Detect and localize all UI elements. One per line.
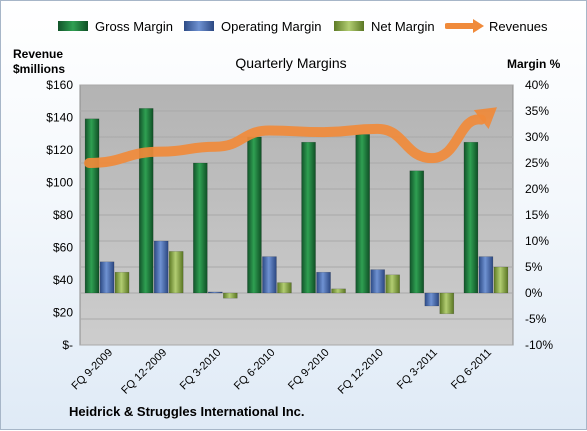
operating-margin-bar: [370, 269, 385, 294]
legend-revenues-arrow-icon: [445, 19, 484, 33]
right-axis-ticks: -10% -5% 0% 5% 10% 15% 20% 25% 30% 35% 40%: [525, 78, 553, 352]
right-tick-label: 5%: [525, 260, 543, 274]
legend-revenues-label: Revenues: [489, 18, 548, 34]
gross-margin-bar: [84, 118, 100, 294]
left-tick-label: $60: [53, 241, 73, 255]
right-tick-label: 15%: [525, 208, 549, 222]
left-axis-title-line1: Revenue: [13, 47, 64, 61]
legend-revenues: Revenues: [445, 17, 548, 35]
net-margin-bar: [168, 251, 184, 294]
operating-margin-bar: [262, 256, 277, 294]
net-margin-bar: [331, 288, 346, 294]
legend-gross-margin-swatch: [58, 21, 88, 31]
left-tick-label: $100: [46, 176, 73, 190]
category-label: FQ 3-2011: [395, 347, 440, 392]
right-tick-label: -10%: [525, 338, 553, 352]
legend-operating-margin-swatch: [184, 21, 214, 31]
left-tick-label: $40: [53, 273, 73, 287]
legend-net-margin-label: Net Margin: [371, 18, 435, 34]
right-tick-label: 40%: [525, 78, 549, 92]
operating-margin-bar: [424, 292, 440, 307]
legend-net-margin-swatch: [334, 21, 364, 31]
left-tick-label: $140: [46, 111, 73, 125]
category-labels: FQ 9-2009 FQ 12-2009 FQ 3-2010 FQ 6-2010 FQ …: [70, 347, 495, 397]
gross-margin-bar: [463, 141, 479, 294]
operating-margin-bar: [316, 271, 331, 294]
gross-margin-bar: [193, 162, 208, 294]
net-margin-bar: [223, 292, 238, 299]
operating-margin-bar: [153, 240, 169, 294]
revenue-arrowhead: [473, 107, 497, 130]
left-axis-title: Revenue $millions: [13, 47, 65, 77]
net-margin-bar: [277, 282, 292, 294]
legend-gross-margin: Gross Margin: [58, 17, 173, 35]
chart-title: Quarterly Margins: [235, 55, 347, 71]
category-label: FQ 9-2009: [70, 347, 116, 393]
left-tick-label: $-: [62, 338, 73, 352]
right-axis-title: Margin %: [507, 57, 561, 71]
right-tick-label: 25%: [525, 156, 549, 170]
left-axis-title-line2: $millions: [13, 62, 66, 76]
left-tick-label: $80: [53, 208, 73, 222]
net-margin-bar: [439, 292, 455, 315]
category-label: FQ 6-2011: [449, 347, 494, 392]
operating-margin-bar: [208, 291, 223, 294]
revenue-line: [84, 114, 487, 168]
operating-margin-bar: [478, 256, 494, 294]
left-axis-ticks: $- $20 $40 $60 $80 $100 $120 $140 $160: [46, 78, 73, 352]
left-tick-label: $120: [46, 143, 73, 157]
net-margin-bar: [493, 266, 509, 294]
right-tick-label: 0%: [525, 286, 543, 300]
gross-margin-bar: [138, 108, 154, 294]
right-tick-label: -5%: [525, 312, 547, 326]
left-tick-label: $20: [53, 306, 73, 320]
legend-gross-margin-label: Gross Margin: [95, 18, 174, 34]
right-tick-label: 35%: [525, 104, 549, 118]
company-name: Heidrick & Struggles International Inc.: [69, 404, 305, 419]
legend-operating-margin: Operating Margin: [184, 17, 321, 35]
category-label: FQ 12-2009: [119, 347, 169, 397]
category-label: FQ 12-2010: [336, 347, 386, 397]
category-label: FQ 9-2010: [286, 347, 332, 393]
gross-margin-bar: [301, 141, 316, 294]
net-margin-bar: [385, 274, 400, 294]
legend-net-margin: Net Margin: [334, 17, 435, 35]
gross-margin-bar: [355, 134, 370, 294]
revenue-line-group: [84, 107, 497, 168]
category-label: FQ 6-2010: [232, 347, 278, 393]
category-label: FQ 3-2010: [178, 347, 224, 393]
gross-margin-bar: [247, 136, 262, 294]
operating-margin-bar: [99, 261, 115, 294]
right-tick-label: 10%: [525, 234, 549, 248]
net-margin-bar: [114, 271, 130, 294]
left-tick-label: $160: [46, 78, 73, 92]
right-tick-label: 20%: [525, 182, 549, 196]
legend-operating-margin-label: Operating Margin: [221, 18, 322, 34]
right-tick-label: 30%: [525, 130, 549, 144]
bars: [84, 108, 509, 315]
gross-margin-bar: [409, 170, 425, 294]
